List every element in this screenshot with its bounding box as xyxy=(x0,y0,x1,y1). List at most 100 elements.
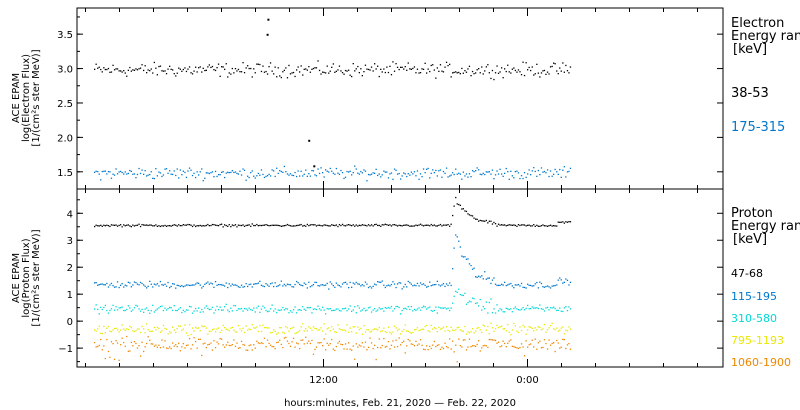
data-point xyxy=(540,167,543,169)
data-point xyxy=(153,311,155,313)
data-point xyxy=(300,170,302,172)
data-point xyxy=(453,205,455,207)
data-point xyxy=(445,224,448,226)
data-point xyxy=(358,307,360,309)
data-point xyxy=(190,169,192,171)
data-point xyxy=(432,310,434,312)
data-point xyxy=(504,328,506,330)
data-point xyxy=(352,172,354,174)
data-point xyxy=(430,309,432,312)
data-point xyxy=(396,173,399,175)
data-point xyxy=(193,330,195,332)
data-point xyxy=(94,282,96,284)
data-point xyxy=(452,302,454,304)
data-point xyxy=(361,284,363,286)
data-point xyxy=(184,224,186,226)
data-point xyxy=(242,286,244,288)
data-point xyxy=(511,329,513,331)
data-point xyxy=(554,328,556,331)
data-point xyxy=(164,283,166,285)
data-point xyxy=(175,174,177,177)
data-point xyxy=(409,225,411,227)
data-point xyxy=(403,308,405,310)
data-point xyxy=(323,309,325,311)
data-point xyxy=(439,328,442,330)
data-point xyxy=(383,327,385,329)
data-point xyxy=(271,169,273,171)
data-point xyxy=(158,285,160,287)
data-point xyxy=(143,284,145,286)
data-point xyxy=(505,225,507,227)
data-point xyxy=(172,342,174,344)
data-point xyxy=(276,311,278,314)
data-point xyxy=(268,342,270,344)
data-point xyxy=(165,73,168,75)
data-point xyxy=(208,330,210,332)
data-point xyxy=(306,69,308,71)
data-point xyxy=(231,344,233,346)
series-38-53 xyxy=(94,18,572,168)
data-point xyxy=(366,180,368,182)
data-point xyxy=(239,286,241,288)
data-point xyxy=(315,175,318,177)
data-point xyxy=(499,71,501,73)
data-point xyxy=(452,329,454,331)
data-point xyxy=(435,77,437,79)
data-point xyxy=(233,339,235,341)
data-point xyxy=(153,326,155,329)
data-point xyxy=(130,70,132,72)
data-point xyxy=(525,176,527,178)
data-point xyxy=(367,173,370,176)
data-point xyxy=(146,287,148,289)
data-point xyxy=(475,72,477,74)
data-point xyxy=(396,305,399,308)
data-point xyxy=(516,308,518,310)
data-point xyxy=(513,346,515,348)
data-point xyxy=(172,69,174,71)
data-point xyxy=(239,224,241,227)
data-point xyxy=(123,224,125,226)
data-point xyxy=(217,327,220,329)
data-point xyxy=(254,311,256,313)
data-point xyxy=(343,177,345,180)
data-point xyxy=(565,221,567,223)
data-point xyxy=(219,338,221,340)
data-point xyxy=(292,337,295,339)
data-point xyxy=(569,167,572,169)
data-point xyxy=(344,225,347,227)
data-point xyxy=(139,331,142,334)
data-point xyxy=(542,328,544,330)
data-point xyxy=(98,313,100,315)
data-point xyxy=(519,177,521,180)
data-point xyxy=(364,64,367,66)
data-point xyxy=(351,225,353,227)
data-point xyxy=(199,66,201,68)
data-point xyxy=(449,282,451,284)
data-point xyxy=(184,311,186,313)
data-point xyxy=(202,285,204,288)
data-point xyxy=(386,171,388,173)
data-point xyxy=(409,340,411,342)
data-point xyxy=(185,284,188,286)
data-point xyxy=(332,328,334,330)
data-point xyxy=(398,224,400,226)
data-point xyxy=(225,224,227,227)
data-point xyxy=(537,225,539,227)
data-point xyxy=(337,324,339,326)
data-point xyxy=(193,337,195,339)
data-point xyxy=(507,64,509,66)
data-point xyxy=(499,308,501,310)
data-point xyxy=(363,169,365,171)
data-point xyxy=(375,168,377,170)
data-point xyxy=(390,225,393,227)
data-point xyxy=(493,308,495,310)
data-point xyxy=(211,171,214,173)
data-point xyxy=(377,346,379,349)
data-point xyxy=(165,285,168,287)
data-point xyxy=(100,224,102,226)
data-point xyxy=(159,225,162,228)
data-point xyxy=(455,196,457,199)
data-point xyxy=(360,327,362,330)
data-point xyxy=(146,342,148,345)
data-point xyxy=(484,344,486,347)
